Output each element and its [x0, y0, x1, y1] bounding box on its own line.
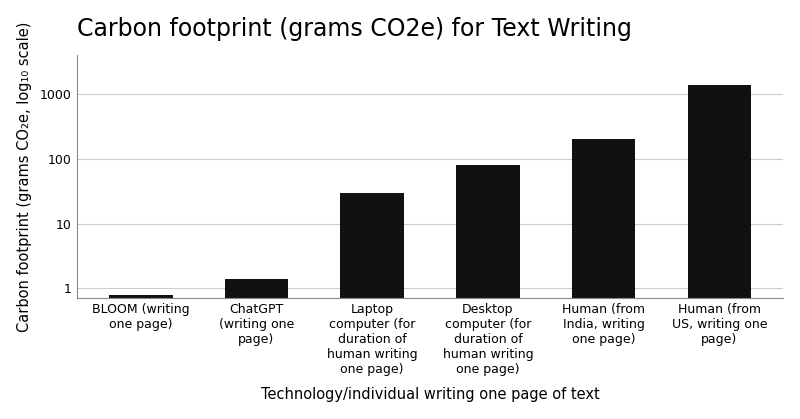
- Bar: [340, 193, 404, 419]
- Bar: [456, 165, 520, 419]
- Bar: [109, 295, 173, 419]
- Text: Carbon footprint (grams CO2e) for Text Writing: Carbon footprint (grams CO2e) for Text W…: [77, 17, 632, 41]
- Y-axis label: Carbon footprint (grams CO₂e, log₁₀ scale): Carbon footprint (grams CO₂e, log₁₀ scal…: [17, 21, 32, 332]
- Bar: [687, 85, 751, 419]
- Bar: [225, 279, 288, 419]
- X-axis label: Technology/individual writing one page of text: Technology/individual writing one page o…: [261, 387, 599, 402]
- Bar: [572, 140, 635, 419]
